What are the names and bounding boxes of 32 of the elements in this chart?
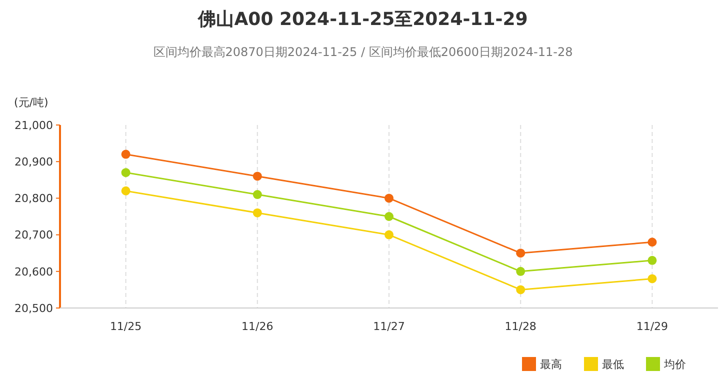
point (121, 186, 130, 196)
point (648, 238, 657, 247)
y-axis-title: (元/吨) (14, 96, 48, 109)
chart-subtitle: 区间均价最高20870日期2024-11-25 / 区间均价最低20600日期2024-11-28 (153, 45, 573, 59)
x-tick-label: 11/26 (242, 320, 274, 333)
point (121, 168, 130, 178)
point (121, 150, 130, 159)
point (252, 190, 262, 200)
point (384, 212, 394, 221)
legend-label: 最高 (540, 358, 562, 371)
legend-label: 均价 (663, 358, 686, 371)
chart-title: 佛山A00 2024-11-25至2024-11-29 (197, 9, 528, 30)
x-tick-label: 11/28 (504, 320, 536, 333)
point (648, 274, 657, 284)
x-tick-label: 11/27 (373, 320, 405, 333)
legend-label: 最低 (602, 358, 624, 371)
y-tick-label: 20,800 (14, 192, 53, 206)
y-tick-label: 20,900 (14, 155, 53, 168)
point (252, 172, 262, 181)
y-tick-label: 20,500 (14, 302, 53, 315)
point (516, 248, 526, 258)
point (252, 208, 262, 218)
point (516, 285, 526, 294)
point (384, 230, 394, 240)
x-tick-label: 11/29 (636, 320, 668, 333)
y-tick-label: 20,700 (14, 228, 53, 242)
x-tick-label: 11/25 (110, 320, 142, 333)
y-tick-label: 21,000 (14, 118, 53, 132)
y-tick-label: 20,600 (14, 265, 53, 278)
point (648, 256, 657, 265)
point (516, 266, 526, 276)
point (384, 194, 394, 203)
